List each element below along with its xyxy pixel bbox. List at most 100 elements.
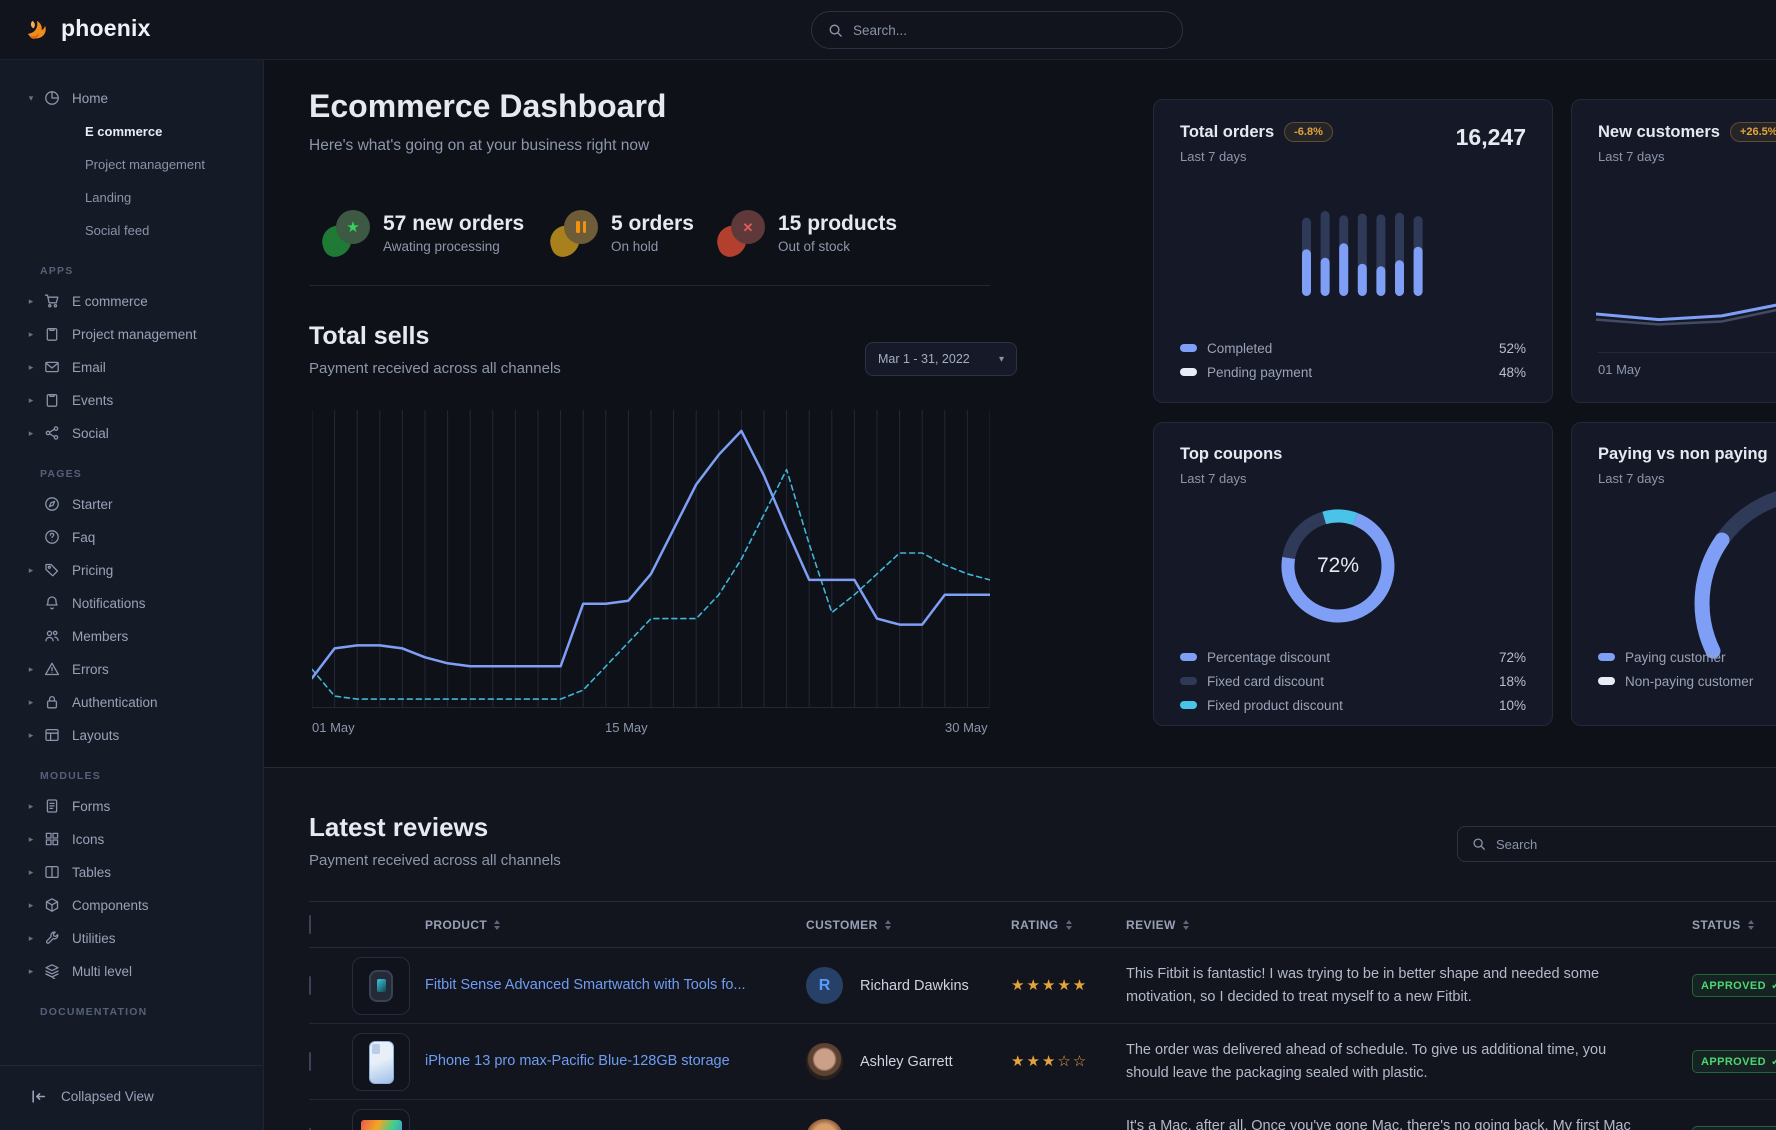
sidebar-item-label: Members <box>72 629 129 644</box>
sidebar-item-faq[interactable]: ▸Faq <box>0 521 263 554</box>
legend-label: Fixed product discount <box>1207 697 1343 713</box>
sidebar-item-members[interactable]: ▸Members <box>0 620 263 653</box>
card-period: Last 7 days <box>1180 149 1247 164</box>
column-header-rating[interactable]: RATING <box>1011 918 1126 932</box>
caret-right-icon: ▸ <box>28 395 34 405</box>
caret-right-icon: ▸ <box>28 834 34 844</box>
rating-stars: ★★★★★ <box>1011 977 1089 994</box>
axis-label: 30 May <box>945 720 988 735</box>
product-link[interactable]: Fitbit Sense Advanced Smartwatch with To… <box>425 977 746 994</box>
sidebar-item-tables[interactable]: ▸ Tables <box>0 856 263 889</box>
brand-logo[interactable]: phoenix <box>22 13 151 43</box>
caret-down-icon: ▾ <box>28 93 34 103</box>
table-icon <box>44 864 61 881</box>
sidebar-section-label: DOCUMENTATION <box>40 1006 148 1018</box>
status-badge: APPROVED✓ <box>1692 1050 1776 1073</box>
select-all-checkbox[interactable] <box>309 914 311 934</box>
sidebar-subitem-project-management[interactable]: Project management <box>85 157 205 172</box>
file-icon <box>44 798 61 815</box>
sidebar-item-e-commerce[interactable]: ▸ E commerce <box>0 285 263 318</box>
total-orders-card: Total orders -6.8% Last 7 days 16,247 Co… <box>1153 99 1553 403</box>
topbar: phoenix Search... <box>0 0 1776 60</box>
column-header-customer[interactable]: CUSTOMER <box>806 918 1011 932</box>
sidebar-subitem-landing[interactable]: Landing <box>85 190 132 205</box>
sidebar-subitem-social-feed[interactable]: Social feed <box>85 223 150 238</box>
reviews-search-input[interactable]: Search <box>1457 826 1776 862</box>
sidebar-item-forms[interactable]: ▸ Forms <box>0 790 263 823</box>
orders-legend-item: Completed 52% <box>1180 336 1526 360</box>
customer-avatar[interactable] <box>806 1043 843 1080</box>
product-thumbnail-watch[interactable] <box>352 956 410 1015</box>
global-search-input[interactable]: Search... <box>811 11 1183 49</box>
rating-stars: ★★★☆☆ <box>1011 1053 1089 1070</box>
paying-legend: Paying customer Non-paying customer <box>1598 645 1776 693</box>
sidebar-item-multi-level[interactable]: ▸ Multi level <box>0 955 263 988</box>
caret-right-icon: ▸ <box>28 697 34 707</box>
card-title: Top coupons <box>1180 445 1283 463</box>
row-checkbox[interactable] <box>309 1051 311 1071</box>
sidebar-item-utilities[interactable]: ▸ Utilities <box>0 922 263 955</box>
sidebar-item-starter[interactable]: ▸Starter <box>0 488 263 521</box>
sidebar-item-label: Errors <box>72 662 109 677</box>
sidebar-item-label: Events <box>72 393 114 408</box>
sidebar-item-pricing[interactable]: ▸ Pricing <box>0 554 263 587</box>
sidebar-subitem-e-commerce[interactable]: E commerce <box>85 124 163 139</box>
warning-icon <box>44 661 61 678</box>
sidebar-item-home[interactable]: ▾ Home <box>0 82 263 115</box>
sidebar-item-layouts[interactable]: ▸ Layouts <box>0 719 263 752</box>
x-badge-icon: ✕ <box>713 210 765 260</box>
date-range-select[interactable]: Mar 1 - 31, 2022 ▾ <box>865 342 1017 376</box>
brand-name: phoenix <box>61 14 151 41</box>
paying-legend-item: Paying customer <box>1598 645 1776 669</box>
search-placeholder: Search... <box>853 22 908 38</box>
customer-avatar[interactable] <box>806 1119 843 1130</box>
sidebar-item-social[interactable]: ▸ Social <box>0 417 263 450</box>
legend-value: 48% <box>1498 364 1526 380</box>
sidebar-item-authentication[interactable]: ▸ Authentication <box>0 686 263 719</box>
collapsed-view-button[interactable]: Collapsed View <box>0 1065 262 1127</box>
sort-icon <box>1747 919 1754 930</box>
star-badge-icon: ★ <box>318 210 370 260</box>
page-subtitle: Here's what's going on at your business … <box>309 137 650 154</box>
stat-value: 15 products <box>778 212 898 235</box>
column-header-product[interactable]: PRODUCT <box>425 918 806 932</box>
customer-avatar[interactable]: R <box>806 967 843 1004</box>
caret-right-icon: ▸ <box>28 933 34 943</box>
card-title: New customers <box>1598 122 1720 141</box>
sidebar-item-email[interactable]: ▸ Email <box>0 351 263 384</box>
sidebar-item-notifications[interactable]: ▸Notifications <box>0 587 263 620</box>
column-header-review[interactable]: REVIEW <box>1126 918 1692 932</box>
caret-right-icon: ▸ <box>28 966 34 976</box>
lock-icon <box>44 694 61 711</box>
question-icon <box>44 529 61 546</box>
axis-label: 01 May <box>312 720 355 735</box>
product-link[interactable]: iPhone 13 pro max-Pacific Blue-128GB sto… <box>425 1053 730 1070</box>
collapse-icon <box>30 1088 47 1105</box>
caret-right-icon: ▸ <box>28 296 34 306</box>
product-thumbnail-imac[interactable] <box>352 1108 410 1130</box>
users-icon <box>44 628 61 645</box>
sidebar: ▾ Home E commerce Project management Landing… <box>0 60 264 1130</box>
row-checkbox[interactable] <box>309 975 311 995</box>
sidebar-section-label: PAGES <box>40 468 82 480</box>
clipboard-icon <box>44 392 61 409</box>
column-header-status[interactable]: STATUS <box>1692 918 1776 932</box>
sidebar-item-errors[interactable]: ▸ Errors <box>0 653 263 686</box>
product-thumbnail-iphone[interactable] <box>352 1032 410 1091</box>
layout-icon <box>44 727 61 744</box>
sidebar-nav: ▾ Home E commerce Project management Landing… <box>0 60 263 1018</box>
sidebar-item-project-management[interactable]: ▸ Project management <box>0 318 263 351</box>
sidebar-item-components[interactable]: ▸ Components <box>0 889 263 922</box>
change-badge: -6.8% <box>1284 122 1333 142</box>
sidebar-item-icons[interactable]: ▸ Icons <box>0 823 263 856</box>
sidebar-item-label: Tables <box>72 865 112 880</box>
sidebar-item-events[interactable]: ▸ Events <box>0 384 263 417</box>
sidebar-item-label: Pricing <box>72 563 114 578</box>
sort-icon <box>1065 919 1072 930</box>
main-content: Ecommerce Dashboard Here's what's going … <box>264 60 1776 1130</box>
date-range-value: Mar 1 - 31, 2022 <box>878 352 970 366</box>
legend-value: 72% <box>1498 649 1526 665</box>
legend-swatch <box>1598 677 1615 685</box>
sidebar-item-label: Social <box>72 426 109 441</box>
